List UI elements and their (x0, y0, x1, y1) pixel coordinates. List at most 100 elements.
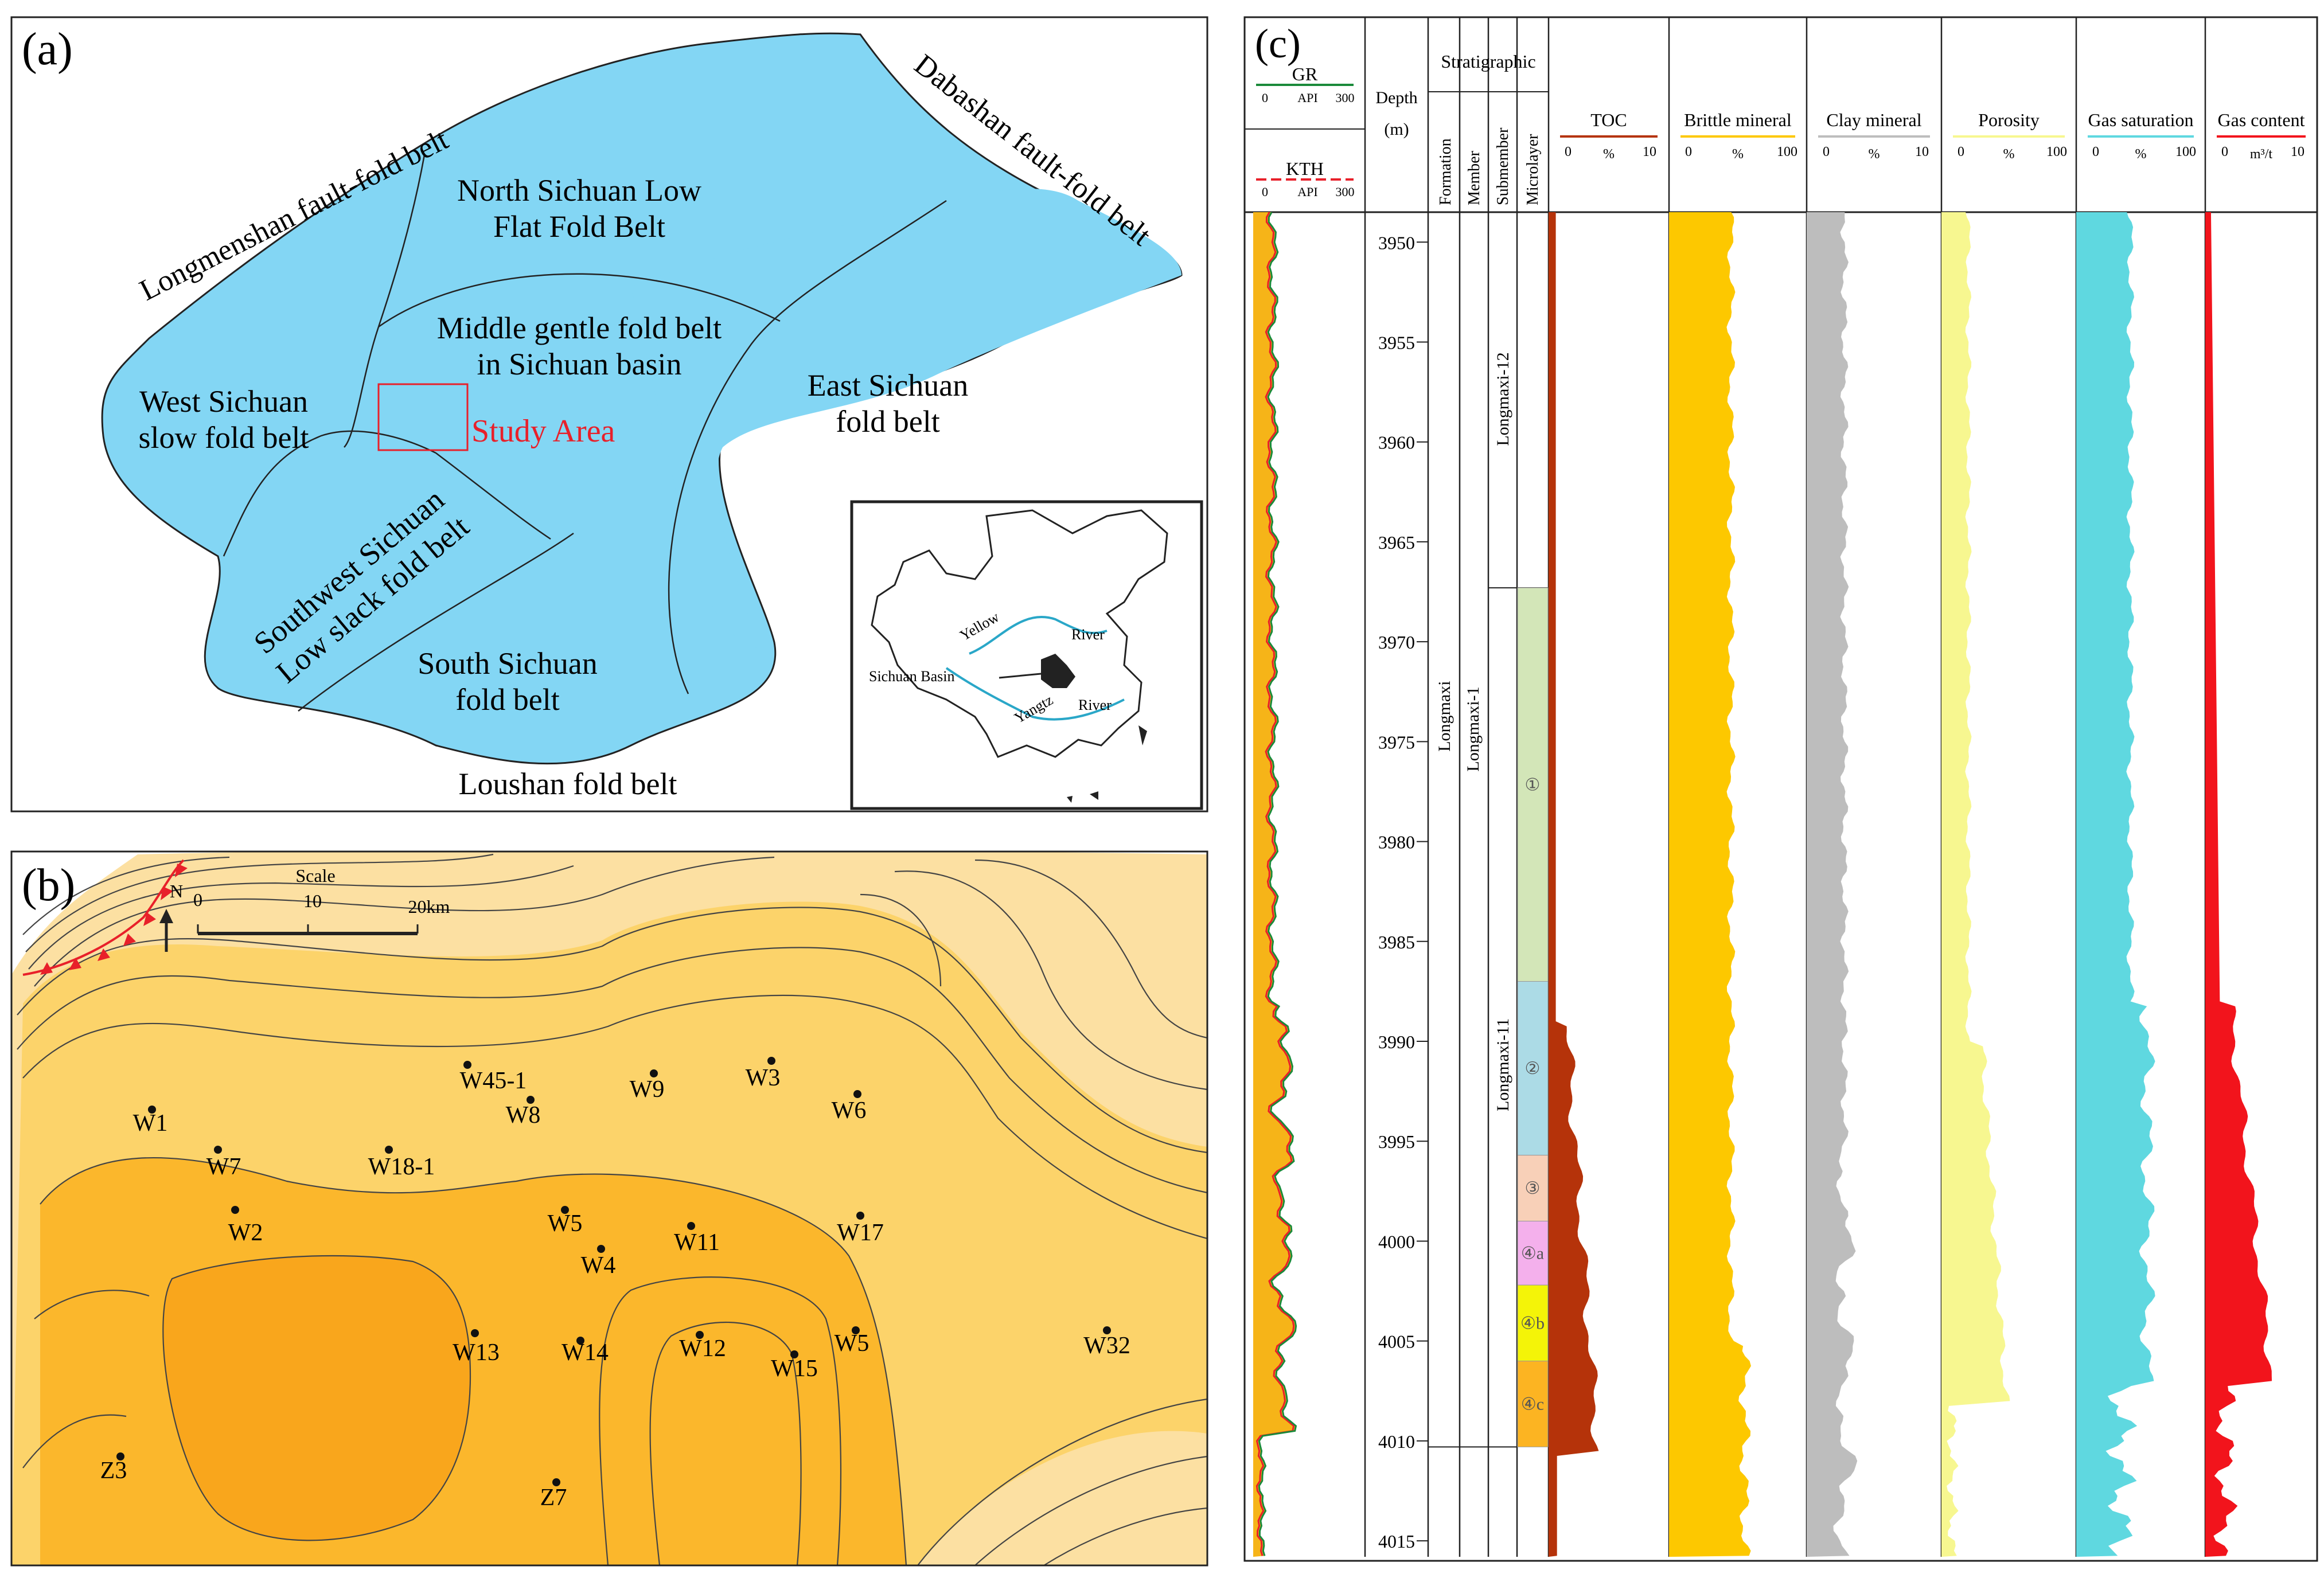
north-sichuan-line2: Flat Fold Belt (493, 209, 665, 244)
well-dot (597, 1245, 605, 1253)
gr-max: 300 (1336, 91, 1355, 105)
gr-unit: API (1297, 91, 1317, 105)
track-title: Clay mineral (1826, 110, 1921, 130)
middle-belt-line1: Middle gentle fold belt (437, 311, 722, 345)
track-max: 100 (2175, 144, 2196, 159)
track-unit: % (1732, 147, 1744, 162)
track-max: 100 (2046, 144, 2067, 159)
clay-curve-fill (1807, 212, 1858, 1557)
microlayer-label: ③ (1525, 1179, 1541, 1198)
well-dot (696, 1331, 704, 1339)
well-dot (856, 1212, 864, 1220)
study-area-label: Study Area (471, 413, 615, 449)
member-label: Longmaxi-1 (1464, 686, 1483, 771)
depth-unit: (m) (1384, 120, 1409, 139)
microlayer-label: ④a (1521, 1244, 1544, 1263)
panel-c-label: (c) (1255, 21, 1301, 67)
scale-bar: Scale 0 10 20km (193, 865, 450, 935)
well-dot (561, 1206, 569, 1214)
microlayer-band (1517, 587, 1549, 982)
depth-tick: 3960 (1378, 432, 1415, 453)
well-label: W5 (548, 1210, 583, 1237)
west-sichuan-line1: West Sichuan (139, 384, 308, 419)
well-dot (1103, 1326, 1111, 1334)
strat-col-header: Microlayer (1524, 134, 1542, 205)
depth-tick: 4010 (1378, 1431, 1415, 1452)
scale-tick-10: 10 (303, 891, 322, 911)
log-curves (1253, 212, 2272, 1557)
inset-arrow (999, 673, 1042, 679)
microlayer-band (1517, 1155, 1549, 1222)
fold-belt-boundaries (223, 154, 947, 712)
inset-river2: River (1078, 697, 1112, 713)
panel-a-label: (a) (22, 24, 73, 75)
well-label: W12 (679, 1335, 726, 1362)
east-sichuan-line2: fold belt (836, 404, 939, 439)
track-min: 0 (1685, 144, 1692, 159)
track-min: 0 (1565, 144, 1572, 159)
kth-max: 300 (1336, 185, 1355, 199)
strat-col-header: Member (1465, 150, 1483, 205)
north-arrow: N (159, 881, 183, 952)
well-label: W4 (581, 1252, 616, 1279)
basin-east-lobe (631, 189, 1182, 649)
scale-tick-20: 20km (408, 896, 450, 917)
gr-curve (1258, 212, 1297, 1556)
well-label: W1 (133, 1110, 168, 1137)
west-sichuan-line2: slow fold belt (139, 420, 309, 455)
track-unit: % (2003, 147, 2015, 162)
submember-11: Longmaxi-11 (1494, 1018, 1512, 1111)
well-label: W3 (746, 1065, 781, 1091)
well-dot (527, 1096, 535, 1104)
strat-header: Stratigraphic (1441, 51, 1535, 72)
china-inset-map: Yellow River Yangtz River Sichuan Basin (850, 500, 1203, 810)
north-sichuan-line1: North Sichuan Low (457, 173, 701, 208)
china-outline (871, 509, 1168, 758)
depth-tick: 3970 (1378, 632, 1415, 653)
depth-tick: 3980 (1378, 832, 1415, 853)
well-dot (148, 1106, 156, 1114)
well-markers: W1 W7 W2 W18-1 W45-1 W8 W9 W3 W6 W5 W4 W11 W17 W13 W14… (100, 1057, 1130, 1511)
microlayer-label: ④b (1520, 1314, 1545, 1333)
submember-12: Longmaxi-12 (1494, 352, 1512, 446)
well-label: W13 (453, 1339, 500, 1366)
gr-curve-fill (1253, 212, 1296, 1557)
panel-a: (a) Study Area North Sichuan Low Flat Fo… (10, 16, 1208, 813)
well-dot (471, 1329, 479, 1337)
well-label: W2 (228, 1220, 263, 1246)
porosity-curve-fill (1941, 212, 2010, 1557)
microlayer-label: ① (1525, 775, 1541, 794)
track-title: Gas saturation (2088, 110, 2194, 130)
log-text: GR 0 API 300 KTH 0 API 300 Depth (m) Stratigraphic… (1262, 51, 2305, 1552)
gascontent-curve-fill (2205, 212, 2272, 1557)
well-dot (576, 1337, 584, 1345)
well-dot (214, 1146, 222, 1154)
panel-c: (c) GR 0 API 300 KTH 0 API 300 Depth (m) Stratigra… (1243, 16, 2318, 1562)
depth-tick: 3955 (1378, 332, 1415, 353)
microlayer-band (1517, 1361, 1549, 1447)
toc-curve-fill (1549, 212, 1599, 1557)
well-dot (385, 1146, 393, 1154)
well-dot (552, 1478, 560, 1486)
well-label: Z3 (100, 1458, 127, 1484)
microlayer-label: ④c (1521, 1395, 1544, 1413)
track-unit: % (1603, 147, 1615, 162)
scale-title: Scale (295, 865, 335, 886)
track-max: 10 (2291, 144, 2304, 159)
contour-lines (17, 853, 1207, 1565)
formation-label: Longmaxi (1435, 681, 1454, 751)
microlayer-band (1517, 981, 1549, 1156)
well-dot (650, 1069, 658, 1077)
gassat-curve-fill (2076, 212, 2155, 1557)
track-title: Porosity (1978, 110, 2040, 130)
depth-tick: 3985 (1378, 932, 1415, 952)
depth-tick: 3965 (1378, 532, 1415, 553)
microlayer-band (1517, 1221, 1549, 1286)
middle-belt-line2: in Sichuan basin (477, 347, 682, 381)
region-labels: North Sichuan Low Flat Fold Belt Middle … (139, 173, 969, 717)
well-label: W32 (1083, 1333, 1130, 1359)
depth-tick: 4005 (1378, 1331, 1415, 1352)
yangtze-river-line (945, 667, 1125, 721)
track-title: Gas content (2218, 110, 2305, 130)
track-max: 100 (1777, 144, 1797, 159)
